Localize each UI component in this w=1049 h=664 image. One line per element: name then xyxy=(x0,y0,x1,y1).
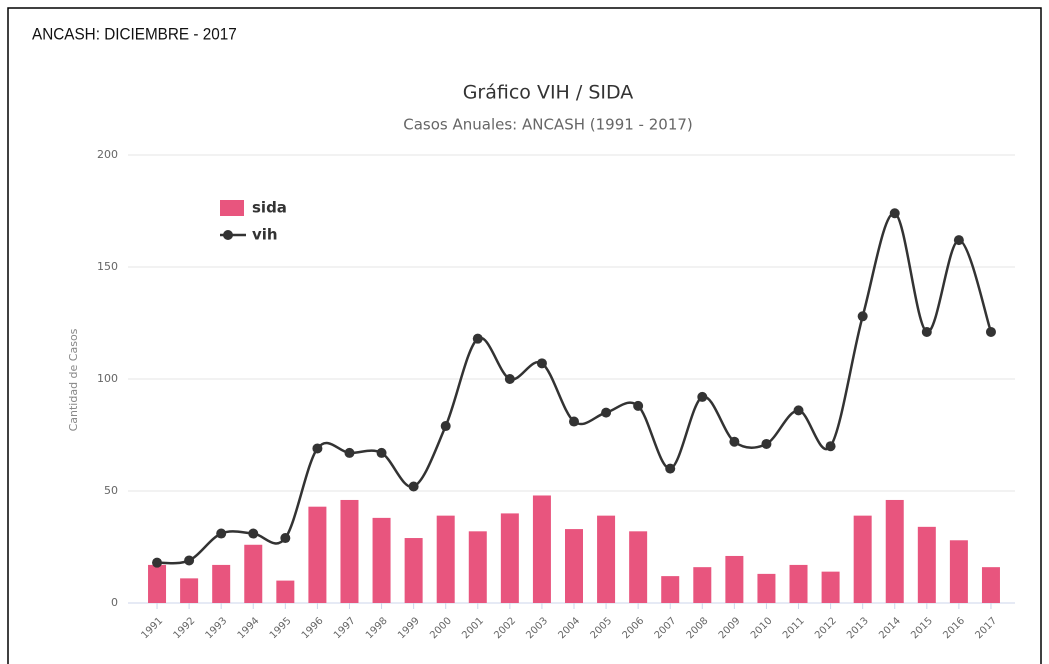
chart-subtitle: Casos Anuales: ANCASH (1991 - 2017) xyxy=(403,116,693,134)
bar xyxy=(180,578,199,603)
chart-title: Gráfico VIH / SIDA xyxy=(463,82,634,104)
bar xyxy=(693,567,712,603)
point xyxy=(408,481,419,492)
point xyxy=(376,447,387,458)
point xyxy=(504,374,515,384)
point xyxy=(312,443,323,454)
bar xyxy=(981,567,1000,603)
point xyxy=(825,441,836,452)
point xyxy=(665,463,676,474)
bar xyxy=(885,499,904,603)
bar xyxy=(404,538,423,603)
legend-label: sida xyxy=(252,199,287,217)
bar xyxy=(340,499,359,603)
point xyxy=(633,400,644,411)
point xyxy=(889,208,900,219)
bar xyxy=(757,573,776,603)
legend-label: vih xyxy=(252,226,278,244)
legend-swatch xyxy=(223,230,233,240)
point xyxy=(601,407,612,418)
point xyxy=(697,391,708,402)
y-tick-label: 50 xyxy=(104,484,118,497)
bar xyxy=(565,529,583,603)
point xyxy=(953,235,964,246)
point xyxy=(729,436,740,447)
point xyxy=(152,557,163,568)
bar xyxy=(821,571,840,603)
point xyxy=(761,438,772,449)
y-tick-label: 100 xyxy=(97,372,118,385)
bar xyxy=(789,564,808,603)
bar xyxy=(725,555,744,603)
point xyxy=(985,326,996,337)
point xyxy=(216,528,227,539)
bar xyxy=(853,515,872,603)
bar xyxy=(436,515,455,603)
y-axis-label: Cantidad de Casos xyxy=(67,328,80,431)
point xyxy=(440,421,451,432)
point xyxy=(280,533,291,544)
point xyxy=(536,358,547,369)
page-header: ANCASH: DICIEMBRE - 2017 xyxy=(32,25,237,44)
bar xyxy=(949,540,968,603)
point xyxy=(344,447,355,458)
bar xyxy=(308,506,327,603)
bar xyxy=(212,564,231,603)
point xyxy=(793,405,804,416)
bar xyxy=(532,495,551,603)
bar xyxy=(148,564,167,603)
bar xyxy=(372,517,391,603)
bar xyxy=(629,531,648,603)
point xyxy=(857,311,868,322)
point xyxy=(184,555,195,566)
y-tick-label: 150 xyxy=(97,260,118,273)
bar xyxy=(661,576,680,603)
point xyxy=(921,326,932,337)
bar xyxy=(597,515,616,603)
bar xyxy=(468,531,487,603)
legend-swatch xyxy=(220,200,244,216)
bar xyxy=(244,544,263,603)
y-tick-label: 0 xyxy=(111,596,118,609)
bar xyxy=(500,513,519,603)
point xyxy=(569,416,579,427)
y-tick-label: 200 xyxy=(97,148,118,161)
bar xyxy=(917,526,936,603)
point xyxy=(472,333,483,344)
point xyxy=(248,528,259,539)
bar xyxy=(276,580,295,603)
